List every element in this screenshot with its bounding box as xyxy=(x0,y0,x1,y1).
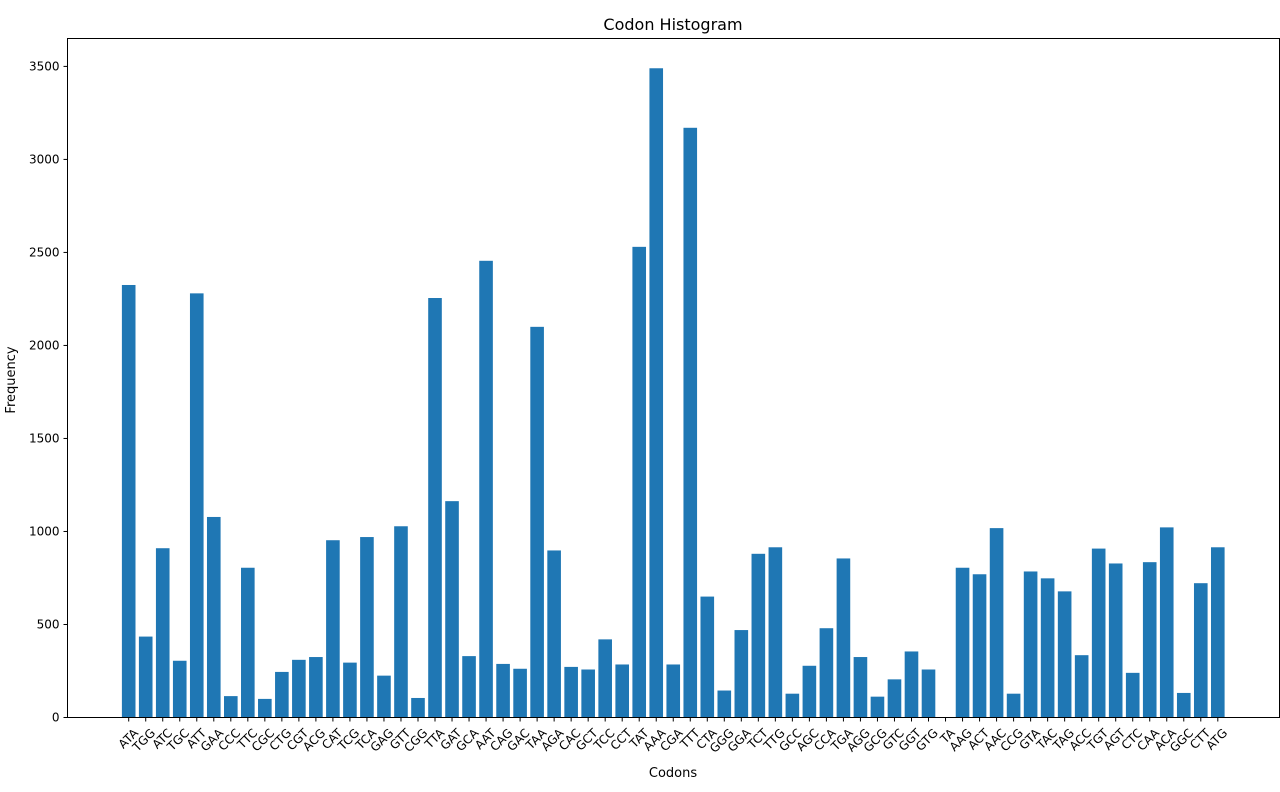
bar-gcc xyxy=(785,693,800,718)
bar-tac xyxy=(1040,578,1055,718)
bar-gct xyxy=(581,669,595,718)
bar-gtt xyxy=(394,526,408,718)
bar-tgt xyxy=(1091,548,1106,718)
bar-ggt xyxy=(904,651,919,718)
bar-ttg xyxy=(768,547,783,718)
bar-taa xyxy=(530,326,544,718)
bar-cgc xyxy=(258,698,272,718)
bar-aag xyxy=(955,567,970,718)
bar-cag xyxy=(496,663,510,718)
bars-group xyxy=(121,68,1225,718)
bar-tag xyxy=(1057,591,1072,718)
bar-gtc xyxy=(887,679,902,718)
bar-tcg xyxy=(343,662,357,718)
y-tick-label: 1500 xyxy=(29,431,60,445)
bar-ccg xyxy=(1006,693,1021,718)
bar-ggc xyxy=(1176,692,1191,718)
bar-cta xyxy=(700,596,715,718)
bar-acc xyxy=(1074,655,1089,718)
bar-atg xyxy=(1210,547,1225,718)
bar-aca xyxy=(1159,527,1174,718)
bar-ctg xyxy=(275,671,289,718)
bar-aaa xyxy=(649,68,664,718)
bar-cgt xyxy=(292,659,306,718)
bar-tgg xyxy=(138,636,153,718)
bar-cga xyxy=(666,664,681,718)
bar-cat xyxy=(326,540,340,718)
x-axis-label: Codons xyxy=(649,766,697,781)
bar-tct xyxy=(751,553,766,718)
bar-cgg xyxy=(411,697,425,718)
bar-gca xyxy=(462,656,476,718)
bar-ctt xyxy=(1193,583,1208,718)
y-tick-label: 500 xyxy=(37,617,60,631)
bar-gat xyxy=(445,501,459,718)
bar-cac xyxy=(564,666,578,718)
bar-tta xyxy=(428,298,442,718)
bar-aat xyxy=(479,260,493,718)
bar-gta xyxy=(1023,571,1038,718)
bar-ttt xyxy=(683,127,698,718)
y-tick-label: 1000 xyxy=(29,524,60,538)
bar-ata xyxy=(121,284,136,718)
y-tick-label: 0 xyxy=(52,711,60,725)
bar-ctc xyxy=(1125,672,1140,718)
bar-gga xyxy=(734,630,749,718)
x-tick-label: ATG xyxy=(1203,726,1230,753)
bar-gtg xyxy=(921,669,936,718)
bar-ggg xyxy=(717,690,732,718)
y-axis-label: Frequency xyxy=(4,346,19,413)
bar-gaa xyxy=(206,516,221,718)
bar-caa xyxy=(1142,562,1157,718)
bar-ttc xyxy=(241,567,255,718)
y-tick-label: 3500 xyxy=(29,59,60,73)
x-axis: ATATGGATCTGCATTGAACCCTTCCGCCTGCGTACGCATT… xyxy=(116,717,1230,756)
bar-att xyxy=(189,293,204,718)
bar-gcg xyxy=(870,696,885,718)
bar-tgc xyxy=(172,660,187,718)
bar-act xyxy=(972,574,987,718)
bar-acg xyxy=(309,657,323,718)
bar-tga xyxy=(836,558,851,718)
chart-title: Codon Histogram xyxy=(603,15,742,34)
bar-agc xyxy=(802,665,817,718)
bar-cca xyxy=(819,628,834,718)
y-axis: 0 500 1000 1500 2000 2500 3000 3500 xyxy=(29,59,68,725)
bar-cct xyxy=(615,664,629,718)
bar-aac xyxy=(989,528,1004,718)
bar-tcc xyxy=(598,639,612,718)
y-tick-label: 2500 xyxy=(29,245,60,259)
bar-ccc xyxy=(224,696,238,718)
bar-aga xyxy=(547,550,561,718)
bar-atc xyxy=(155,548,170,718)
y-tick-label: 2000 xyxy=(29,338,60,352)
bar-tca xyxy=(360,537,374,718)
y-tick-label: 3000 xyxy=(29,152,60,166)
bar-tat xyxy=(632,246,647,718)
bar-agt xyxy=(1108,563,1123,718)
bar-gag xyxy=(377,675,391,718)
bar-gac xyxy=(513,668,527,718)
bar-agg xyxy=(853,657,868,718)
